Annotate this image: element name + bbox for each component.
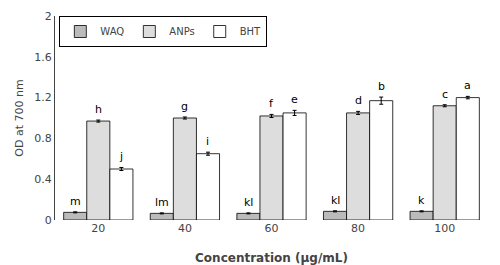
- svg-text:h: h: [95, 103, 102, 116]
- svg-text:Concentration (μg/mL): Concentration (μg/mL): [195, 251, 348, 265]
- svg-text:BHT: BHT: [240, 26, 261, 37]
- svg-text:m: m: [70, 195, 81, 208]
- svg-text:i: i: [206, 135, 209, 148]
- svg-text:f: f: [269, 97, 274, 110]
- svg-text:0.8: 0.8: [34, 132, 52, 145]
- svg-text:k: k: [418, 194, 425, 207]
- svg-text:WAQ: WAQ: [100, 26, 124, 37]
- svg-text:c: c: [442, 88, 448, 101]
- svg-text:1.2: 1.2: [34, 91, 52, 104]
- svg-text:2: 2: [45, 10, 52, 23]
- svg-text:20: 20: [91, 222, 105, 235]
- svg-text:g: g: [181, 100, 188, 113]
- svg-text:40: 40: [178, 222, 192, 235]
- svg-text:80: 80: [351, 222, 365, 235]
- svg-text:e: e: [291, 93, 298, 106]
- svg-text:lm: lm: [155, 196, 169, 209]
- svg-text:ANPs: ANPs: [169, 26, 194, 37]
- svg-text:a: a: [464, 79, 471, 92]
- svg-text:kl: kl: [331, 194, 340, 207]
- svg-text:OD at 700 nm: OD at 700 nm: [13, 79, 26, 156]
- svg-text:b: b: [378, 80, 385, 93]
- svg-text:j: j: [119, 150, 123, 163]
- svg-text:60: 60: [265, 222, 279, 235]
- svg-text:0: 0: [45, 214, 52, 227]
- svg-text:100: 100: [434, 222, 455, 235]
- svg-text:d: d: [355, 94, 362, 107]
- svg-text:1.6: 1.6: [34, 51, 52, 64]
- svg-text:kl: kl: [244, 196, 253, 209]
- svg-text:0.4: 0.4: [34, 173, 52, 186]
